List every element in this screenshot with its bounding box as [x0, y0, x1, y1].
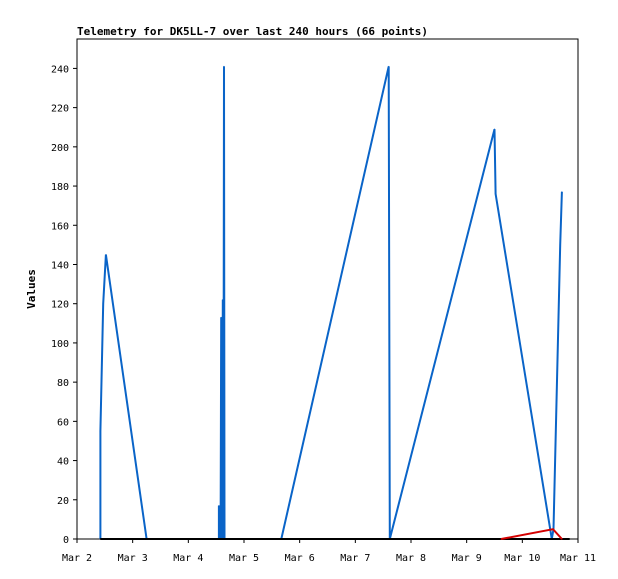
- y-tick-label: 40: [57, 457, 69, 468]
- data-point: [500, 538, 502, 540]
- x-tick-label: Mar 5: [229, 553, 259, 564]
- data-point: [223, 65, 225, 68]
- y-tick-label: 200: [51, 143, 69, 154]
- y-tick-label: 60: [57, 417, 69, 428]
- x-tick-label: Mar 6: [285, 553, 315, 564]
- data-point: [99, 538, 101, 540]
- data-point: [220, 316, 222, 319]
- y-tick-label: 80: [57, 378, 69, 389]
- data-point: [218, 505, 220, 507]
- data-point: [495, 193, 497, 195]
- data-point: [552, 528, 554, 530]
- data-point: [222, 299, 224, 301]
- x-tick-label: Mar 10: [504, 553, 540, 564]
- y-tick-label: 120: [51, 300, 69, 311]
- data-point: [102, 303, 104, 305]
- data-point: [105, 254, 107, 256]
- data-point: [388, 65, 390, 68]
- data-point: [99, 430, 101, 432]
- y-tick-label: 160: [51, 221, 69, 232]
- x-tick-label: Mar 4: [173, 553, 203, 564]
- plot-area: 0 20 40 60 80 100 120 140 160 180 200 220 240 Mar 2 Ma…: [51, 38, 596, 564]
- y-tick-label: 20: [57, 496, 69, 507]
- y-tick-label: 0: [63, 535, 69, 546]
- data-point: [561, 538, 563, 540]
- data-point: [561, 191, 563, 193]
- y-tick-label: 180: [51, 182, 69, 193]
- x-tick-label: Mar 7: [340, 553, 370, 564]
- y-tick-label: 140: [51, 260, 69, 271]
- y-tick-label: 100: [51, 339, 69, 350]
- x-tick-label: Mar 3: [118, 553, 148, 564]
- data-point: [493, 128, 496, 130]
- x-tick-label: Mar 9: [452, 553, 482, 564]
- y-tick-label: 240: [51, 64, 69, 75]
- data-point: [559, 244, 561, 246]
- data-point: [569, 538, 571, 540]
- x-tick-label: Mar 11: [560, 553, 596, 564]
- x-tick-label: Mar 2: [62, 553, 92, 564]
- y-axis-label: Values: [25, 269, 38, 309]
- x-tick-label: Mar 8: [396, 553, 426, 564]
- chart-title: Telemetry for DK5LL-7 over last 240 hour…: [77, 25, 428, 38]
- y-tick-label: 220: [51, 104, 69, 115]
